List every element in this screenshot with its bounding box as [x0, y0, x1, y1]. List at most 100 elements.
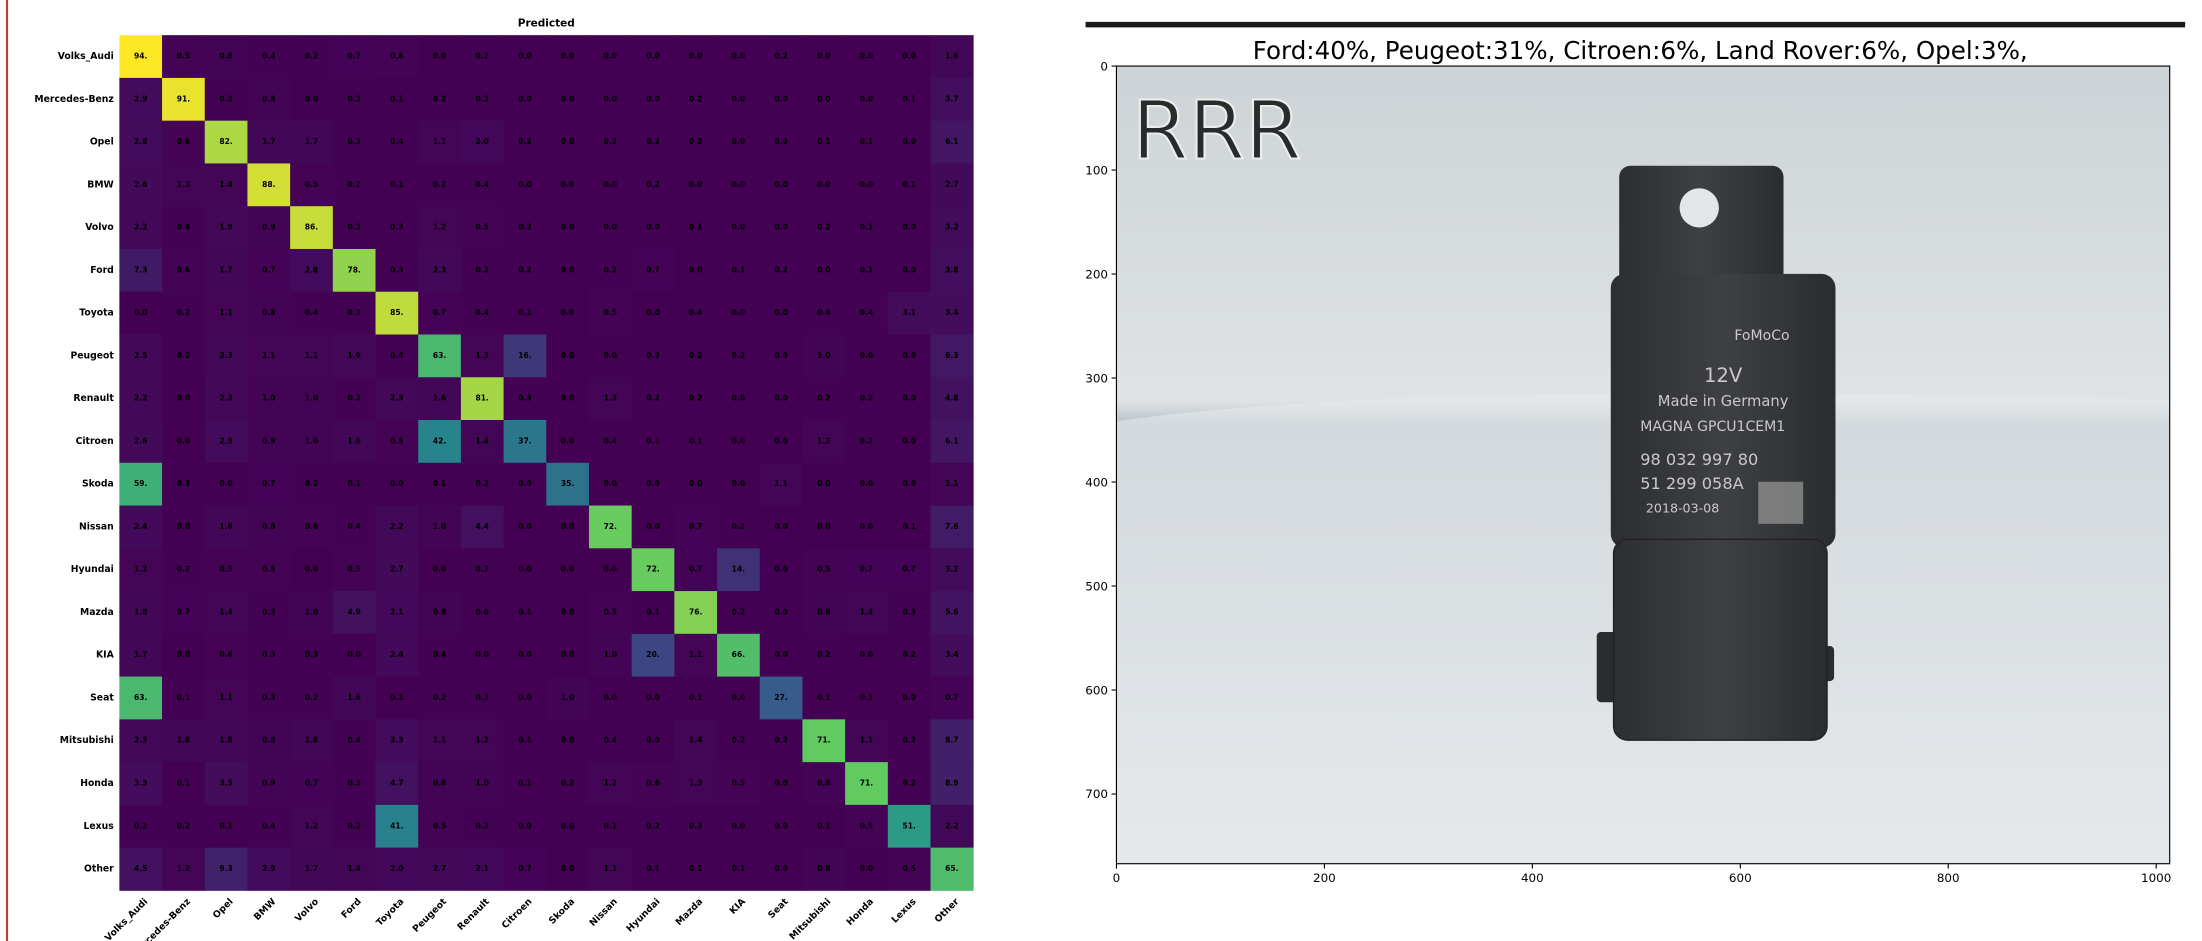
- cell-label: 0.1: [177, 693, 190, 702]
- heatmap-cell: [802, 248, 846, 293]
- heatmap-cell: [588, 77, 633, 122]
- heatmap-cell: [290, 591, 334, 635]
- cell-label: 20.: [646, 650, 660, 659]
- heatmap-cell: [119, 334, 163, 378]
- device-tab: [1619, 165, 1784, 307]
- cell-label: 0.1: [689, 436, 702, 445]
- heatmap-cell: [332, 762, 376, 806]
- heatmap-cell: [802, 676, 846, 720]
- cell-label: 0.0: [774, 778, 787, 787]
- heatmap-cell: [631, 291, 675, 335]
- heatmap-cell: [802, 762, 846, 806]
- heatmap-cell: [631, 505, 675, 549]
- cell-label: 1.4: [219, 607, 232, 616]
- cell-label: 1.9: [347, 351, 360, 360]
- cell-label: 0.9: [262, 223, 275, 232]
- cell-label: 2.2: [134, 223, 147, 232]
- cell-label: 0.0: [817, 522, 830, 531]
- cell-label: 0.5: [177, 52, 190, 61]
- heatmap-cell: [418, 420, 462, 464]
- heatmap-cell: [290, 548, 334, 592]
- heatmap-cell: [503, 206, 547, 250]
- heatmap-cell: [674, 719, 718, 763]
- heatmap-cell: [247, 462, 291, 506]
- cell-label: 0.0: [646, 522, 659, 531]
- heatmap-cell: [588, 420, 633, 464]
- cell-label: 0.2: [476, 479, 489, 488]
- cell-label: 2.7: [945, 180, 958, 189]
- cell-label: 1.0: [305, 436, 318, 445]
- cell-label: 0.0: [774, 394, 787, 403]
- heatmap-cell: [930, 676, 974, 720]
- heatmap-cell: [503, 120, 547, 164]
- cell-label: 72.: [604, 522, 618, 531]
- heatmap-cell: [717, 462, 761, 506]
- heatmap-cell: [162, 633, 206, 678]
- cell-label: 0.5: [732, 778, 745, 787]
- heatmap-cell: [546, 762, 590, 806]
- row-label: Hyundai: [71, 564, 114, 575]
- cell-label: 37.: [518, 436, 532, 445]
- heatmap-cell: [290, 633, 334, 678]
- heatmap-cell: [887, 377, 931, 421]
- heatmap-cell: [418, 719, 462, 763]
- cell-label: 0.2: [689, 351, 702, 360]
- cell-label: 63.: [433, 351, 447, 360]
- cell-label: 7.6: [945, 522, 958, 531]
- cell-label: 0.2: [689, 94, 702, 103]
- cell-label: 0.5: [433, 821, 446, 830]
- cell-label: 0.0: [860, 52, 873, 61]
- heatmap-cell: [930, 334, 974, 378]
- y-tick-label: 300: [1085, 371, 1108, 385]
- cell-label: 0.5: [219, 565, 232, 574]
- heatmap-cell: [204, 120, 248, 164]
- cell-label: 0.0: [561, 607, 574, 616]
- heatmap-cell: [759, 719, 803, 763]
- cell-label: 0.3: [262, 650, 275, 659]
- heatmap-cell: [503, 548, 547, 592]
- heatmap-cell: [204, 548, 248, 592]
- heatmap-cell: [631, 420, 675, 464]
- heatmap-cell: [930, 462, 974, 506]
- heatmap-cell: [588, 804, 633, 849]
- cell-label: 1.7: [305, 137, 318, 146]
- heatmap-cell: [290, 35, 334, 79]
- heatmap-cell: [119, 77, 163, 122]
- cell-label: 2.9: [219, 436, 232, 445]
- heatmap-cell: [546, 377, 590, 421]
- heatmap-cell: [930, 762, 974, 806]
- cell-label: 0.4: [433, 650, 446, 659]
- prediction-title: Ford:40%, Peugeot:31%, Citroen:6%, Land …: [1253, 36, 2028, 65]
- cell-label: 0.2: [134, 821, 147, 830]
- heatmap-cell: [887, 676, 931, 720]
- heatmap-cell: [204, 591, 248, 635]
- y-tick-label: 700: [1085, 787, 1108, 801]
- cell-label: 0.3: [390, 265, 403, 274]
- cell-label: 0.5: [860, 821, 873, 830]
- cell-label: 3.7: [945, 94, 958, 103]
- cell-label: 0.8: [817, 778, 830, 787]
- heatmap-cell: [674, 291, 718, 335]
- cell-label: 0.2: [518, 137, 531, 146]
- cell-label: 2.4: [134, 522, 147, 531]
- cell-label: 1.1: [689, 650, 702, 659]
- cell-label: 72.: [646, 565, 660, 574]
- cell-label: 0.0: [305, 94, 318, 103]
- heatmap-cell: [503, 505, 547, 549]
- heatmap-cell: [588, 334, 633, 378]
- cell-label: 0.0: [561, 522, 574, 531]
- cell-label: 0.1: [902, 180, 915, 189]
- heatmap-cell: [759, 505, 803, 549]
- cell-label: 0.2: [219, 94, 232, 103]
- heatmap-cell: [460, 420, 505, 464]
- cell-label: 0.2: [774, 265, 787, 274]
- x-tick-label: 0: [1113, 871, 1121, 885]
- heatmap-cell: [717, 505, 761, 549]
- cell-label: 0.2: [177, 308, 190, 317]
- heatmap-cell: [204, 206, 248, 250]
- cell-label: 94.: [134, 52, 148, 61]
- heatmap-cell: [674, 676, 718, 720]
- cell-label: 0.2: [347, 394, 360, 403]
- heatmap-cell: [759, 804, 803, 849]
- heatmap-cell: [631, 633, 675, 678]
